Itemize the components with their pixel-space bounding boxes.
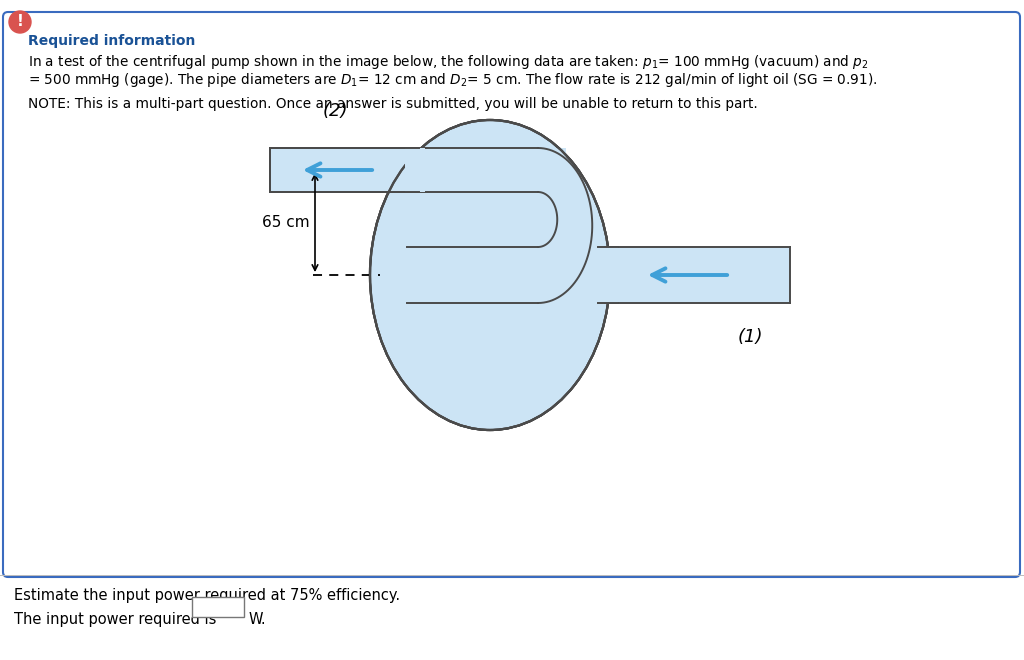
Text: Required information: Required information [28, 34, 196, 48]
Text: NOTE: This is a multi-part question. Once an answer is submitted, you will be un: NOTE: This is a multi-part question. Onc… [28, 97, 758, 111]
Bar [404, 148, 425, 192]
Text: In a test of the centrifugal pump shown in the image below, the following data a: In a test of the centrifugal pump shown … [28, 53, 868, 71]
Circle shape [9, 11, 31, 33]
Bar [407, 148, 538, 192]
Text: !: ! [16, 14, 24, 29]
Bar [605, 247, 790, 303]
Ellipse shape [370, 120, 610, 430]
Bar [500, 247, 790, 303]
Text: = 500 mmHg (gage). The pipe diameters are $D_1$= 12 cm and $D_2$= 5 cm. The flow: = 500 mmHg (gage). The pipe diameters ar… [28, 71, 878, 89]
Bar [270, 148, 410, 192]
Bar [407, 148, 566, 303]
Bar [598, 247, 618, 303]
FancyBboxPatch shape [3, 12, 1020, 577]
Text: 65 cm: 65 cm [262, 215, 310, 230]
FancyBboxPatch shape [193, 597, 244, 617]
Ellipse shape [370, 120, 610, 430]
Text: Estimate the input power required at 75% efficiency.: Estimate the input power required at 75%… [14, 588, 400, 603]
Text: (1): (1) [737, 328, 763, 346]
Text: (2): (2) [323, 102, 348, 120]
Wedge shape [538, 220, 593, 330]
Text: W.: W. [249, 612, 266, 627]
Text: The input power required is: The input power required is [14, 612, 216, 627]
Bar [270, 148, 407, 192]
